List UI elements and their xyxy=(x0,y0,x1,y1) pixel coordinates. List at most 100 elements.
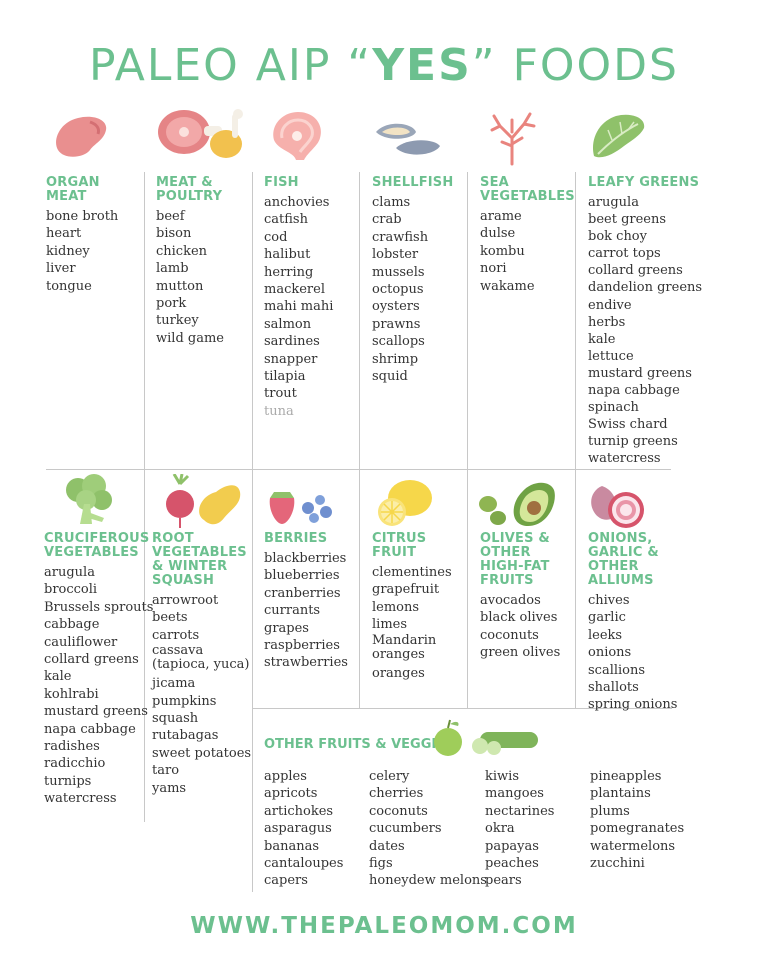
divider xyxy=(575,172,576,470)
berries-icon xyxy=(269,492,332,524)
list-item: scallions xyxy=(588,662,646,678)
list-item: kombu xyxy=(480,243,525,259)
list-item: raspberries xyxy=(264,638,340,654)
category-heading: FISH xyxy=(264,175,299,190)
list-item: turnips xyxy=(44,773,92,789)
list-item: nori xyxy=(480,261,507,277)
list-item: pumpkins xyxy=(152,693,217,709)
list-item: Brussels sprouts xyxy=(44,599,154,615)
website-url: WWW.THEPALEOMOM.COM xyxy=(190,913,578,939)
category-fish: FISH anchovies catfish cod halibut herri… xyxy=(264,176,356,420)
fish-steak-icon xyxy=(273,112,321,160)
seaweed-icon xyxy=(490,112,536,166)
list-item: blueberries xyxy=(264,568,340,584)
list-item: broccoli xyxy=(44,582,98,598)
divider xyxy=(359,172,360,470)
onion-icon xyxy=(591,478,644,528)
category-meat-poultry: MEAT & POULTRY beef bison chicken lamb m… xyxy=(156,176,248,347)
list-item: tongue xyxy=(46,278,92,294)
list-item: trout xyxy=(264,386,297,402)
list-item: mussels xyxy=(372,264,425,280)
list-item: mustard greens xyxy=(588,365,692,381)
category-organ-meat: ORGAN MEAT bone broth heart kidney liver… xyxy=(46,176,142,295)
list-item: turkey xyxy=(156,313,199,329)
list-item: mutton xyxy=(156,278,204,294)
list-item: artichokes xyxy=(264,803,334,819)
list-item: tuna xyxy=(264,403,294,419)
divider xyxy=(46,469,671,470)
category-sea-vegetables: SEA VEGETABLES arame dulse kombu nori wa… xyxy=(480,175,575,295)
divider xyxy=(144,172,145,470)
list-item: collard greens xyxy=(588,263,683,279)
list-item: cranberries xyxy=(264,585,341,601)
list-item: kidney xyxy=(46,243,90,259)
list-item: kiwis xyxy=(485,769,519,784)
divider xyxy=(252,172,253,470)
list-item: apricots xyxy=(264,786,318,802)
list-item: oysters xyxy=(372,299,420,315)
list-item: crab xyxy=(372,212,402,228)
list-item: liver xyxy=(46,261,76,277)
category-cruciferous: CRUCIFEROUS VEGETABLES arugula broccoli … xyxy=(44,531,154,808)
broccoli-icon xyxy=(66,474,112,524)
list-item: black olives xyxy=(480,610,558,626)
list-item: spring onions xyxy=(588,697,678,713)
list-item: chives xyxy=(588,593,630,608)
list-item: radicchio xyxy=(44,756,106,772)
list-item: arrowroot xyxy=(152,593,219,608)
category-heading: ORGAN MEAT xyxy=(46,175,100,204)
list-item: herbs xyxy=(588,314,626,330)
category-heading: LEAFY GREENS xyxy=(588,175,700,190)
mussel-icon xyxy=(376,123,440,155)
list-item: arugula xyxy=(44,565,95,580)
category-heading: OLIVES & OTHER HIGH-FAT FRUITS xyxy=(480,531,550,588)
list-item: kale xyxy=(588,331,616,347)
list-item: pears xyxy=(485,873,522,889)
list-item: crawfish xyxy=(372,229,429,245)
list-item: squid xyxy=(372,369,408,385)
list-item: nectarines xyxy=(485,803,555,819)
list-item: wakame xyxy=(480,278,535,294)
other-heading: OTHER FRUITS & VEGGIES xyxy=(264,737,455,752)
list-item: garlic xyxy=(588,610,626,626)
list-item: rutabagas xyxy=(152,728,219,744)
category-heading: ONIONS, GARLIC & OTHER ALLIUMS xyxy=(588,531,659,588)
list-item: plums xyxy=(590,803,630,819)
category-citrus: CITRUS FRUIT clementines grapefruit lemo… xyxy=(372,532,464,682)
list-item: oranges xyxy=(372,665,425,681)
list-item: limes xyxy=(372,617,408,633)
list-item: mahi mahi xyxy=(264,299,334,315)
other-column-2: celery cherries coconuts cucumbers dates… xyxy=(369,768,487,890)
list-item: okra xyxy=(485,821,515,837)
list-item: blackberries xyxy=(264,551,347,566)
list-item: papayas xyxy=(485,838,539,854)
category-olives: OLIVES & OTHER HIGH-FAT FRUITS avocados … xyxy=(480,532,572,662)
list-item: chicken xyxy=(156,243,208,259)
other-column-4: pineapples plantains plums pomegranates … xyxy=(590,768,700,872)
list-item: kohlrabi xyxy=(44,686,99,702)
list-item: dandelion greens xyxy=(588,280,703,296)
list-item: dates xyxy=(369,838,405,854)
category-heading: CRUCIFEROUS VEGETABLES xyxy=(44,531,150,560)
list-item: grapes xyxy=(264,620,309,636)
list-item: arugula xyxy=(588,195,639,210)
lettuce-icon xyxy=(592,114,645,158)
list-item: collard greens xyxy=(44,652,139,668)
list-item: endive xyxy=(588,297,632,313)
list-item: mackerel xyxy=(264,282,325,298)
list-item: herring xyxy=(264,264,314,280)
list-item: lemons xyxy=(372,599,420,615)
list-item: asparagus xyxy=(264,821,332,837)
list-item: scallops xyxy=(372,334,425,350)
list-item: lobster xyxy=(372,247,419,263)
divider xyxy=(467,172,468,470)
category-heading: SEA VEGETABLES xyxy=(480,175,575,204)
list-item: tilapia xyxy=(264,369,306,385)
list-item: celery xyxy=(369,769,410,784)
divider xyxy=(467,470,468,708)
category-heading: CITRUS FRUIT xyxy=(372,531,427,560)
list-item: yams xyxy=(152,780,187,796)
divider xyxy=(144,470,145,822)
list-item: bison xyxy=(156,226,192,242)
list-item: beef xyxy=(156,209,185,224)
